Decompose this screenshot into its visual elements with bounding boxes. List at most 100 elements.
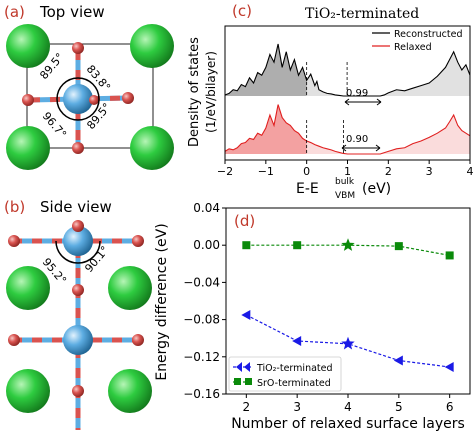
dos-ylabel-units: (1/eV/bilayer) xyxy=(204,51,218,133)
dos-legend: Reconstructed Relaxed xyxy=(372,29,463,53)
sr-atom xyxy=(6,266,50,310)
top-view-atoms: 89.5° 83.8° 96.7° 89.5° xyxy=(6,24,174,170)
energy-axis-ticks: 2 3 4 5 6 0.04 0.00 −0.04 −0.08 −0.12 −0.16 xyxy=(183,201,453,414)
energy-point-star xyxy=(341,336,355,350)
o-atom xyxy=(8,334,20,346)
panel-a: (a) Top view 89.5° 83.8° 96.7° 89.5° xyxy=(4,3,174,170)
o-atom xyxy=(72,385,84,397)
dos-line-1 xyxy=(224,104,471,155)
legend-box xyxy=(228,356,342,392)
panel-a-label: (a) xyxy=(4,3,25,21)
o-atom xyxy=(72,42,84,54)
side-view-atoms: 95.2° 90.1° xyxy=(6,220,152,430)
energy-xtick-label: 4 xyxy=(344,400,352,414)
energy-ytick-label: −0.04 xyxy=(183,275,220,289)
energy-xtick-label: 5 xyxy=(395,400,403,414)
energy-point-square xyxy=(394,242,403,251)
gap-arrow-heads xyxy=(341,144,381,152)
legend-marker-sro xyxy=(245,378,252,385)
dos-xlabel-sub: VBM xyxy=(335,191,355,201)
dos-occupied-fill-1 xyxy=(225,104,307,154)
ti-atom xyxy=(63,226,93,256)
dos-line-0 xyxy=(224,43,471,97)
sr-atom xyxy=(108,266,152,310)
panel-a-title: Top view xyxy=(39,3,105,21)
energy-ytick-label: 0.00 xyxy=(193,238,220,252)
energy-point-square xyxy=(445,251,454,260)
sr-atom xyxy=(6,24,50,68)
legend-label-tio2: TiO₂-terminated xyxy=(256,363,333,374)
dos-xtick-label: 1 xyxy=(344,165,351,178)
sr-atom xyxy=(130,126,174,170)
energy-ylabel: Energy difference (eV) xyxy=(154,223,170,380)
energy-xtick-label: 6 xyxy=(446,400,454,414)
legend-label-relaxed: Relaxed xyxy=(394,42,432,53)
o-atom xyxy=(8,235,20,247)
panel-c: (c) TiO₂-terminated −2 −1 0 1 2 3 4 Reconstruc… xyxy=(187,2,474,201)
dos-xlabel-unit: (eV) xyxy=(362,181,391,197)
energy-plot xyxy=(241,238,454,373)
ti-atom xyxy=(63,325,93,355)
o-atom xyxy=(122,92,134,104)
panel-d-label: (d) xyxy=(234,212,255,230)
o-atom xyxy=(22,94,34,106)
angle-arc xyxy=(55,240,79,264)
energy-point-triangle xyxy=(241,309,251,320)
legend-marker-tio2 xyxy=(244,362,250,372)
angle-arc xyxy=(56,98,79,121)
energy-xlabel: Number of relaxed surface layers xyxy=(231,416,465,432)
energy-point-square xyxy=(242,241,251,250)
panel-b: (b) Side view 95.2° 90.1° xyxy=(4,198,152,430)
energy-ytick-label: −0.12 xyxy=(183,350,220,364)
sr-atom xyxy=(6,126,50,170)
energy-point-triangle xyxy=(393,355,403,366)
dos-xlabel: E-E bulk VBM (eV) xyxy=(296,177,391,201)
dos-xtick-label: 3 xyxy=(426,165,433,178)
ti-atom xyxy=(63,84,93,114)
dos-xtick-label: −1 xyxy=(258,165,274,178)
dos-xlabel-main: E-E xyxy=(296,181,319,197)
gap-label-relaxed: 0.90 xyxy=(346,134,368,145)
o-atom xyxy=(72,142,84,154)
dos-xtick-label: −2 xyxy=(217,165,233,178)
o-atom xyxy=(132,235,144,247)
panel-b-label: (b) xyxy=(4,198,25,216)
chart-c-title: TiO₂-terminated xyxy=(305,6,419,22)
sr-atom xyxy=(108,369,152,413)
o-atom xyxy=(132,334,144,346)
energy-ytick-label: 0.04 xyxy=(193,201,220,215)
dos-xlabel-sup: bulk xyxy=(335,177,355,187)
dos-occupied-fill-0 xyxy=(225,44,307,96)
energy-point-triangle xyxy=(292,335,302,346)
energy-ytick-label: −0.08 xyxy=(183,313,220,327)
o-atom xyxy=(72,284,84,296)
legend-marker-tio2 xyxy=(236,362,242,372)
energy-xtick-label: 2 xyxy=(243,400,251,414)
panel-d: (d) 2 3 4 5 6 0.04 0.00 −0.04 −0.08 −0.12 −0.16 En… xyxy=(154,201,471,432)
energy-legend: TiO₂-terminated SrO-terminated xyxy=(228,356,342,392)
angle-arc xyxy=(77,98,100,121)
sr-atom xyxy=(6,369,50,413)
dos-xtick-label: 4 xyxy=(467,165,474,178)
panel-c-label: (c) xyxy=(232,2,252,20)
o-atom xyxy=(89,95,99,105)
dos-x-ticks: −2 −1 0 1 2 3 4 xyxy=(217,160,474,178)
energy-point-star xyxy=(341,238,355,251)
angle-arc xyxy=(77,77,100,100)
energy-xtick-label: 3 xyxy=(293,400,301,414)
panel-b-title: Side view xyxy=(40,198,112,216)
legend-label-sro: SrO-terminated xyxy=(257,378,331,389)
energy-point-square xyxy=(293,241,302,250)
o-atom xyxy=(72,220,84,232)
gap-label-reconstructed: 0.99 xyxy=(346,88,368,99)
legend-marker-sro xyxy=(234,378,241,385)
sr-atom xyxy=(130,24,174,68)
dos-xtick-label: 2 xyxy=(385,165,392,178)
dos-gap-annotations: 0.99 0.90 xyxy=(341,88,382,152)
energy-ytick-label: −0.16 xyxy=(183,387,220,401)
legend-label-reconstructed: Reconstructed xyxy=(394,29,463,40)
gap-arrow-heads xyxy=(344,98,382,106)
energy-point-triangle xyxy=(444,362,454,373)
dos-ylabel: Density of states xyxy=(187,37,202,147)
